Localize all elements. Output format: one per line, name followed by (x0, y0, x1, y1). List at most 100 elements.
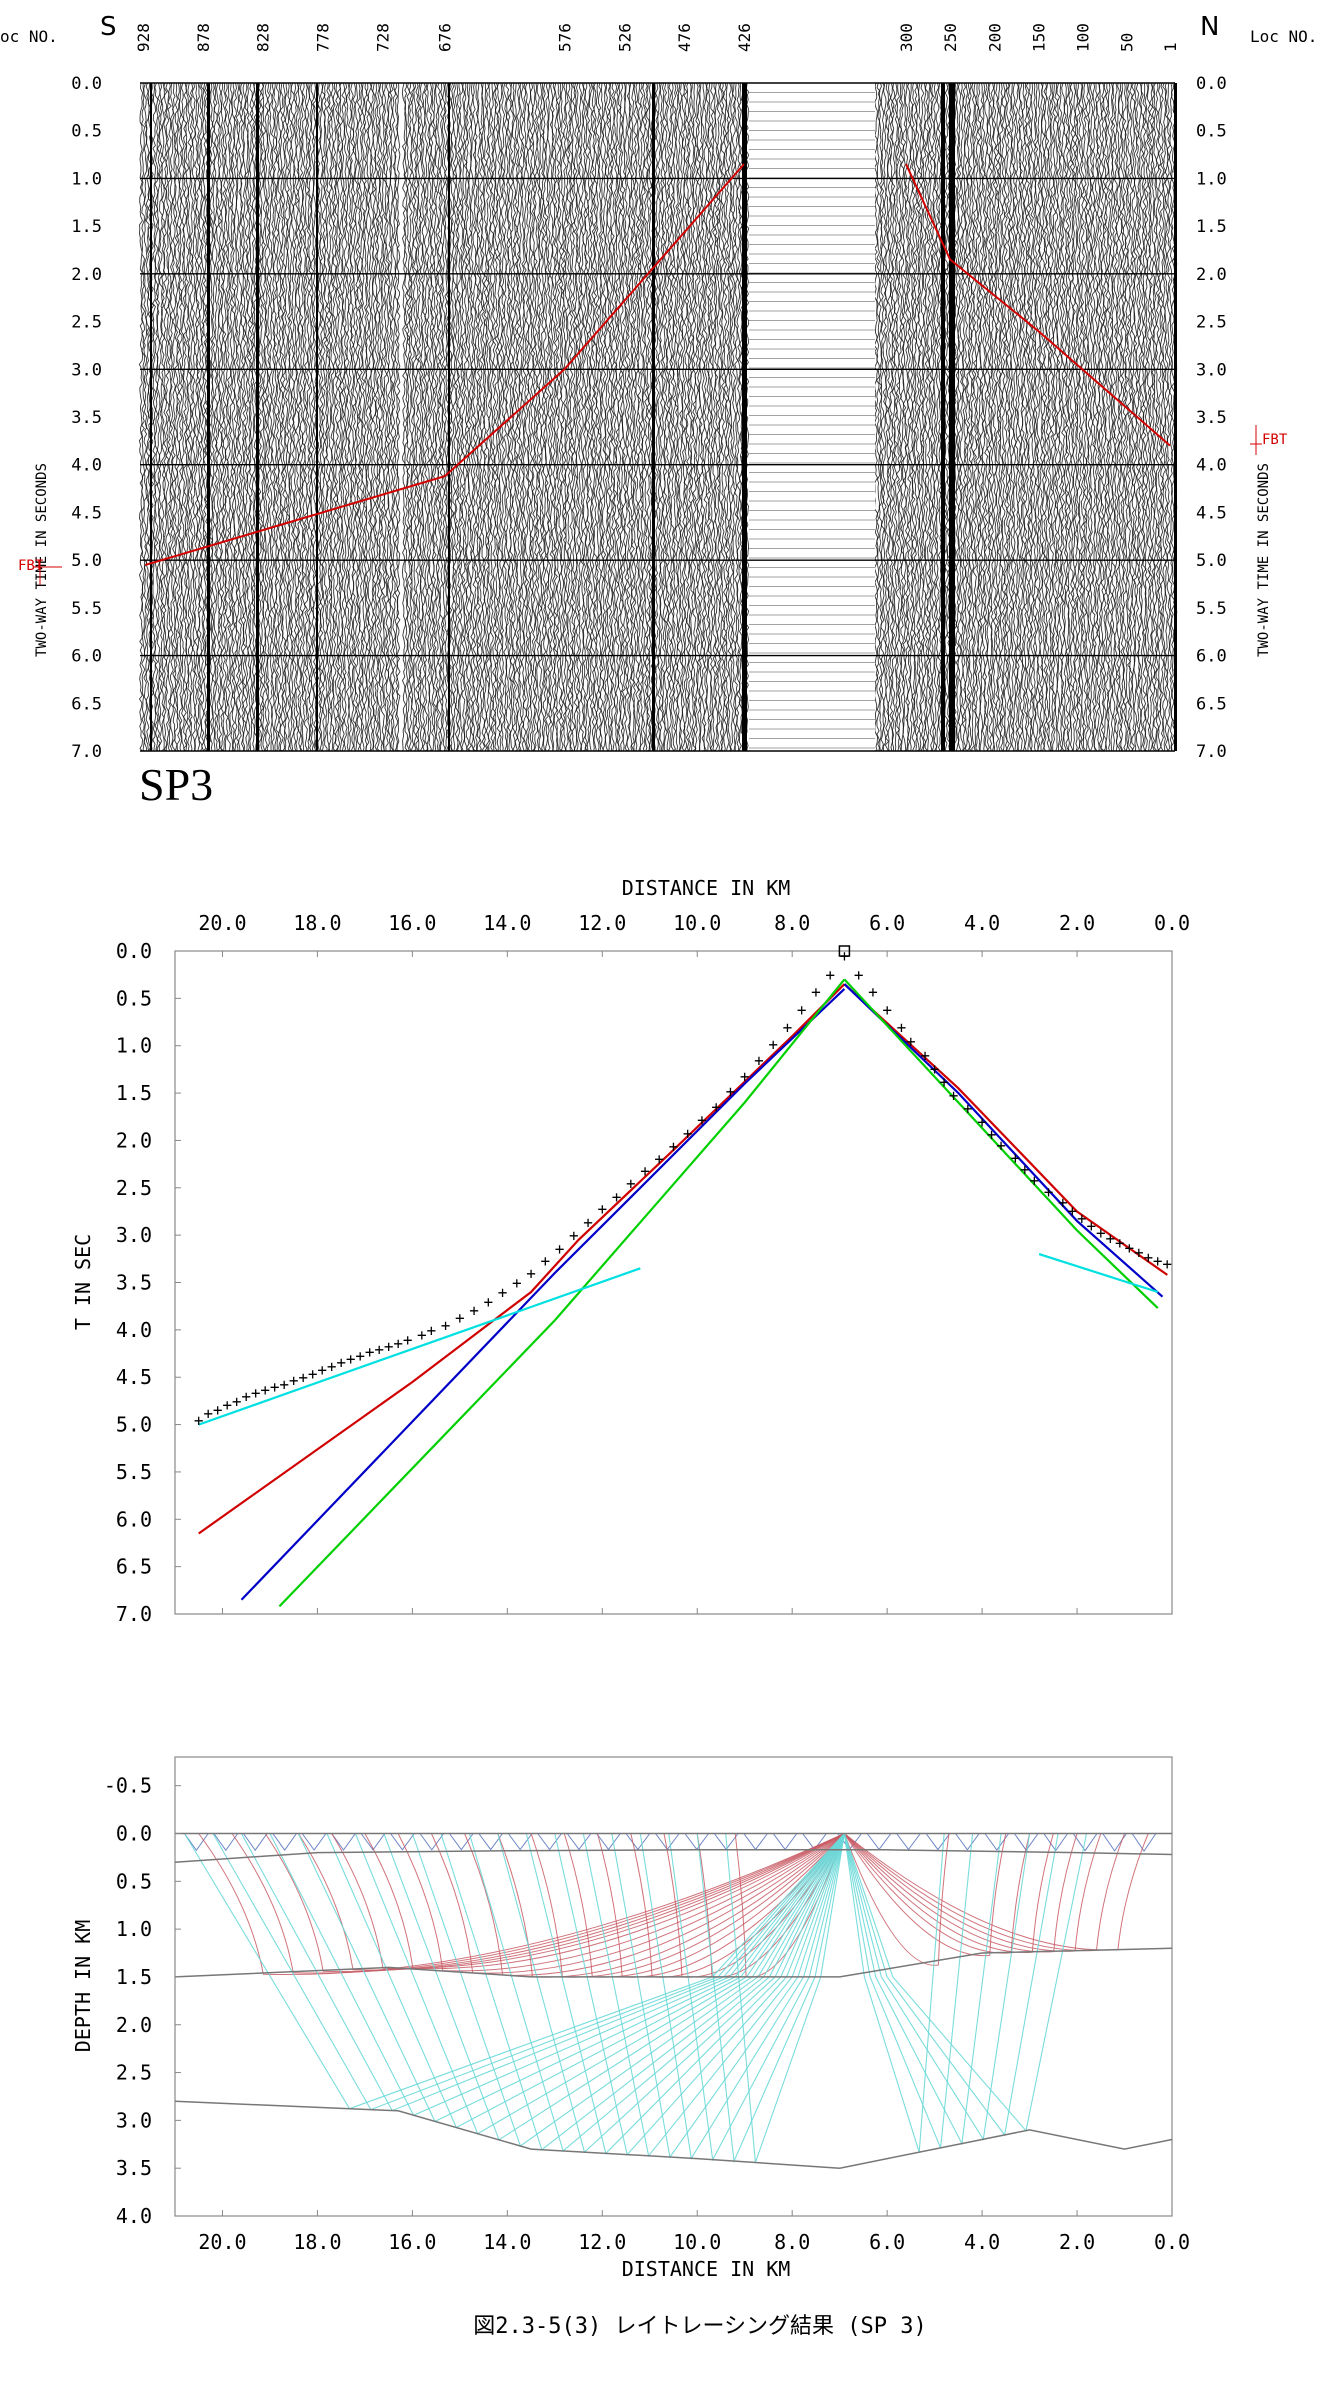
depth-x-tick-label: 4.0 (964, 2230, 1000, 2254)
seismic-trace (1021, 82, 1026, 752)
seismic-trace (990, 82, 995, 752)
section-y-tick-label-left: 5.0 (71, 551, 102, 571)
seismic-trace (1041, 82, 1046, 752)
observed-pick-marker: + (740, 1067, 750, 1086)
observed-pick-marker: + (626, 1174, 636, 1193)
seismic-trace (972, 82, 978, 752)
seismic-trace (343, 82, 348, 752)
seismic-trace (665, 83, 671, 752)
seismic-trace (1102, 82, 1107, 752)
seismic-trace (738, 82, 743, 752)
seismic-trace (334, 82, 339, 752)
seismic-trace (158, 82, 163, 752)
seismic-trace (297, 82, 302, 752)
loc-tick-label: 676 (436, 23, 455, 52)
travel-time-x-tick-label: 4.0 (964, 911, 1000, 935)
dense-trace-band (150, 83, 152, 751)
observed-pick-marker: + (868, 983, 878, 1002)
seismic-trace (681, 82, 686, 752)
depth-y-tick-label: 4.0 (116, 2204, 152, 2228)
seismic-trace (911, 82, 916, 752)
deep-ray (582, 1833, 845, 2158)
seismic-trace (270, 82, 276, 752)
observed-pick-marker: + (683, 1124, 693, 1143)
seismic-trace (1107, 82, 1112, 752)
loc-tick-label: 1 (1161, 42, 1180, 52)
loc-tick-label: 50 (1118, 33, 1137, 52)
section-y-tick-label-left: 7.0 (71, 742, 102, 762)
observed-pick-marker: + (949, 1086, 959, 1105)
seismic-trace (562, 82, 567, 752)
seismic-traces (138, 82, 1178, 752)
seismic-trace (432, 82, 437, 752)
seismic-trace (876, 82, 881, 751)
observed-pick-marker: + (920, 1046, 930, 1065)
seismic-trace (586, 82, 591, 751)
section-y-tick-label-left: 5.5 (71, 599, 102, 619)
seismic-trace (149, 82, 155, 752)
observed-pick-marker: + (1115, 1234, 1125, 1253)
travel-time-y-tick-label: 5.5 (116, 1460, 152, 1484)
loc-tick-label: 476 (675, 23, 694, 52)
seismic-trace (244, 82, 249, 752)
seismic-trace (257, 82, 262, 752)
depth-y-axis-title: DEPTH IN KM (71, 1920, 95, 2052)
seismic-trace (1038, 82, 1044, 752)
loc-no-label-left: oc NO. (0, 27, 58, 46)
seismic-trace (887, 82, 892, 752)
seismic-trace (323, 82, 328, 751)
dense-trace-band (941, 83, 945, 751)
seismic-trace (527, 82, 532, 752)
seismic-trace (725, 82, 730, 752)
deep-ray (383, 1833, 845, 2141)
section-y-tick-label-right: 4.5 (1196, 503, 1227, 523)
deep-ray (843, 1833, 974, 2149)
seismic-trace (430, 82, 435, 752)
seismic-trace (380, 82, 386, 752)
seismic-trace (277, 82, 282, 752)
seismic-trace (1014, 82, 1019, 752)
seismic-trace (540, 82, 545, 752)
seismic-trace (946, 82, 951, 752)
observed-pick-marker: + (1077, 1209, 1087, 1228)
observed-pick-marker: + (987, 1125, 997, 1144)
seismic-trace (262, 82, 267, 752)
seismic-trace (325, 83, 331, 752)
deep-ray (611, 1833, 845, 2159)
layer-boundaries (174, 1832, 1173, 2169)
deep-ray (440, 1833, 845, 2151)
seismic-trace (964, 82, 969, 752)
seismic-trace (729, 82, 734, 752)
seismic-trace (714, 82, 719, 752)
seismic-trace (955, 82, 960, 752)
seismic-trace (1043, 82, 1048, 752)
seismic-trace (264, 82, 269, 752)
depth-model-frame (174, 1756, 1173, 2217)
section-y-tick-label-right: 1.0 (1196, 169, 1227, 189)
seismic-trace (253, 82, 258, 752)
seismic-trace (1087, 82, 1092, 752)
observed-pick-marker: + (1124, 1238, 1134, 1257)
travel-time-plot: 20.0 18.0 16.0 14.0 12.0 10.0 8.0 6.0 4.0 2.0 0.0 0… (71, 876, 1190, 1626)
seismic-trace (628, 82, 633, 752)
seismic-trace (328, 82, 333, 752)
observed-pick-marker: + (569, 1226, 579, 1245)
section-y-tick-label-left: 1.0 (71, 169, 102, 189)
seismic-trace (174, 82, 179, 752)
seismic-trace (363, 82, 368, 752)
seismic-trace (401, 82, 407, 752)
seismic-trace (396, 82, 401, 752)
section-y-tick-label-left: 6.0 (71, 647, 102, 667)
seismic-trace (233, 82, 238, 752)
seismic-trace (703, 82, 708, 752)
travel-time-x-tick-label: 18.0 (293, 911, 341, 935)
seismic-trace (483, 83, 488, 752)
layer-boundary (174, 1947, 1173, 1978)
seismic-trace (503, 82, 508, 752)
seismic-trace (1025, 82, 1030, 752)
observed-pick-marker: + (597, 1200, 607, 1219)
seismic-trace (505, 82, 510, 752)
seismic-trace (992, 82, 997, 752)
observed-pick-marker: + (882, 1001, 892, 1020)
